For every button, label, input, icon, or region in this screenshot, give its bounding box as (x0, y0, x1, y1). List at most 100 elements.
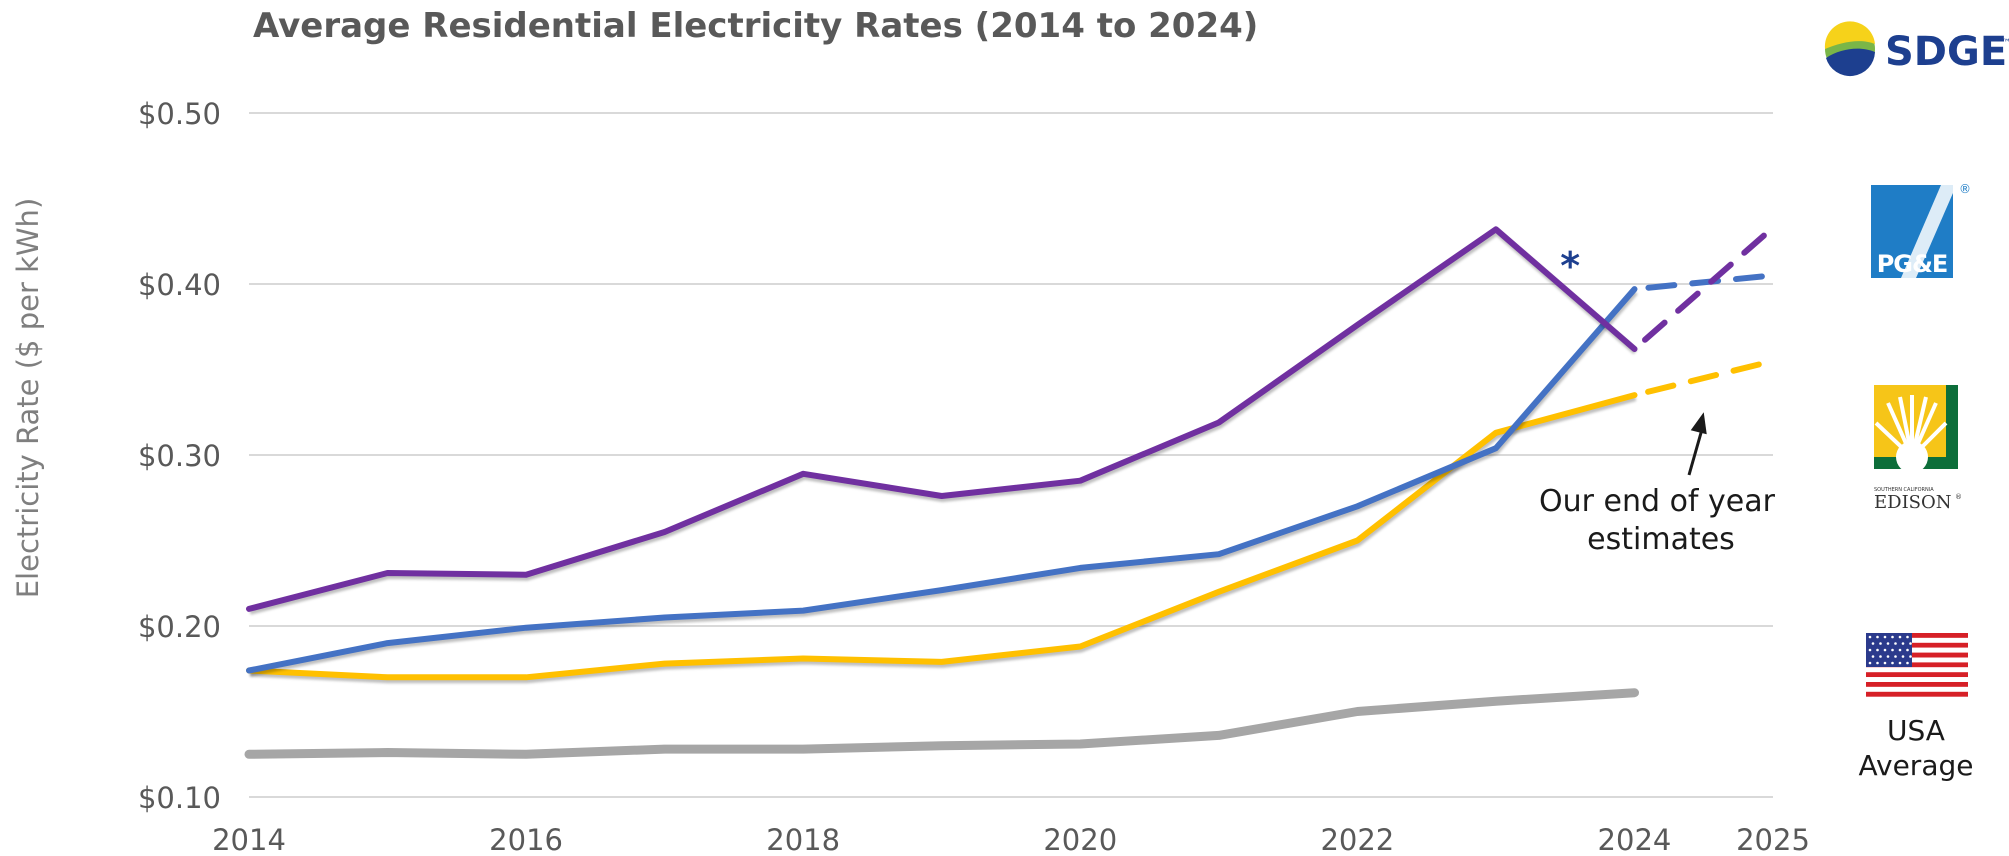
series-line-usa (244, 688, 1639, 759)
flag-stripe (1866, 677, 1968, 682)
flag-star (1898, 635, 1902, 639)
flag-star (1876, 648, 1879, 652)
sun-icon (1874, 395, 1948, 473)
data-point-pge (664, 617, 665, 618)
x-tick-label: 2020 (1043, 823, 1117, 856)
flag-stripe (1866, 682, 1968, 687)
estimate-note-line1: Our end of year (1539, 484, 1776, 519)
flag-star (1879, 642, 1882, 645)
y-tick-label: $0.10 (138, 781, 221, 815)
flag-star (1891, 661, 1894, 665)
x-axis-ticks: 2014 2016 2018 2020 2022 2024 2025 (212, 823, 1810, 856)
data-point-sdge (1357, 325, 1358, 326)
data-point-pge (1218, 554, 1219, 555)
usa-label-line2: Average (1859, 749, 1974, 782)
x-tick-label: 2014 (212, 823, 286, 856)
flag-star (1871, 642, 1875, 645)
series-line-sce (246, 392, 1638, 681)
estimate-note-line2: estimates (1587, 522, 1735, 557)
data-point-sce (664, 663, 665, 664)
x-tick-label: 2022 (1320, 823, 1394, 856)
data-point-sce (1218, 591, 1219, 592)
data-point-usa (1357, 711, 1358, 712)
series-line-shadow (249, 290, 1638, 677)
data-point-sdge (664, 531, 665, 532)
data-point-sdge (249, 608, 250, 609)
flag-star (1898, 648, 1902, 652)
arrow-shaft (1687, 429, 1704, 476)
flag-star (1883, 648, 1887, 652)
flag-stripe (1866, 637, 1968, 643)
data-point-sce (1634, 395, 1635, 396)
sce-small-text: SOUTHERN CALIFORNIA (1874, 487, 1934, 493)
data-point-pge (387, 643, 388, 644)
flag-stripe (1866, 633, 1968, 638)
y-tick-label: $0.50 (138, 97, 221, 131)
data-point-usa (1080, 743, 1081, 744)
sdge-logo: SDGE ™ (1824, 21, 2009, 77)
x-tick-label: 2025 (1736, 823, 1810, 856)
arrow-head (1690, 412, 1707, 435)
data-point-pge (1634, 289, 1635, 290)
flag-star (1886, 655, 1890, 658)
flag-star (1868, 635, 1872, 639)
flag-star (1876, 661, 1879, 665)
flag-stripe (1866, 662, 1968, 668)
data-point-sdge (387, 572, 388, 573)
flag-star (1879, 655, 1882, 658)
data-point-pge (803, 610, 804, 611)
x-tick-label: 2016 (489, 823, 563, 856)
x-tick-label: 2024 (1598, 823, 1672, 856)
flag-star (1886, 642, 1890, 645)
estimate-arrow (1687, 412, 1707, 476)
data-point-pge (526, 627, 527, 628)
flag-star (1868, 661, 1872, 665)
data-point-sdge (526, 574, 527, 575)
pge-logo-text: PG&E (1877, 250, 1948, 278)
flag-stripe (1866, 691, 1968, 697)
sdge-tm: ™ (2001, 38, 2009, 49)
data-point-usa (526, 754, 527, 755)
flag-star (1906, 648, 1909, 652)
data-point-usa (803, 749, 804, 750)
sce-logo-text: EDISON (1874, 492, 1952, 513)
flag-star (1876, 635, 1879, 639)
flag-stripe (1866, 642, 1968, 648)
sdge-logo-text: SDGE (1885, 29, 2007, 75)
data-point-usa (1495, 701, 1496, 702)
data-point-pge (1495, 448, 1496, 449)
y-tick-label: $0.20 (138, 610, 221, 644)
data-point-pge (941, 590, 942, 591)
flag-star (1909, 642, 1912, 645)
data-point-usa (1218, 735, 1219, 736)
asterisk-marker: * (1560, 244, 1580, 288)
data-point-sce (803, 658, 804, 659)
flag-star (1901, 642, 1905, 645)
data-point-pge (1080, 567, 1081, 568)
sdge-swoosh-icon (1824, 21, 1875, 77)
pge-registered: ® (1959, 182, 1971, 196)
data-point-sdge (1634, 348, 1635, 349)
flag-stripe (1866, 652, 1968, 658)
series-lines (244, 224, 1776, 759)
y-tick-label: $0.40 (138, 268, 221, 302)
data-point-sce (526, 677, 527, 678)
flag-stripe (1866, 647, 1968, 653)
data-point-sdge (1080, 480, 1081, 481)
chart-title: Average Residential Electricity Rates (2… (253, 6, 1258, 46)
flag-star (1891, 648, 1894, 652)
estimate-line-pge (1631, 272, 1776, 293)
flag-stripe (1866, 657, 1968, 663)
data-point-pge (1357, 506, 1358, 507)
flag-star (1894, 655, 1897, 658)
data-point-usa (249, 754, 250, 755)
data-point-sce (1080, 646, 1081, 647)
gridlines (249, 112, 1773, 798)
data-point-sdge (941, 496, 942, 497)
usa-flag-icon (1866, 633, 1968, 697)
flag-star (1906, 661, 1909, 665)
data-point-sce (941, 661, 942, 662)
flag-star (1909, 655, 1912, 658)
data-point-usa (1634, 692, 1635, 693)
